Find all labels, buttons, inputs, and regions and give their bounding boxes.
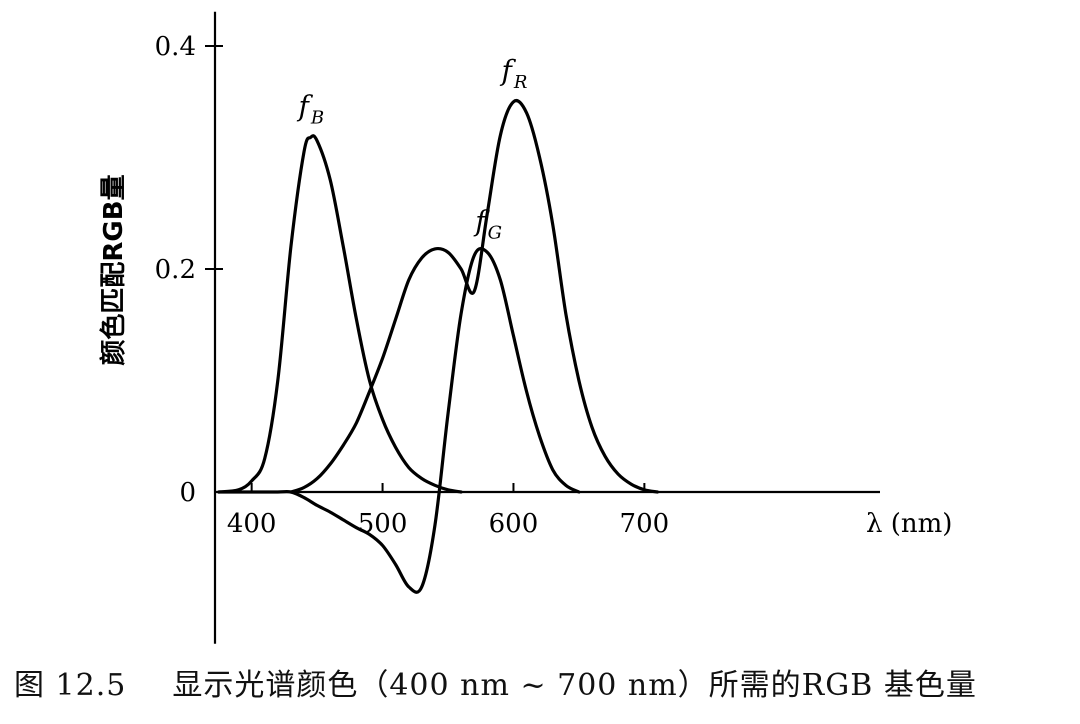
y-tick-label-1: 0.2 xyxy=(155,255,196,285)
x-tick-label-700: 700 xyxy=(620,509,670,539)
y-axis-title: 颜色匹配RGB量 xyxy=(98,174,129,365)
axes-layer xyxy=(205,11,880,644)
series-line-f-r xyxy=(289,99,660,494)
x-axis-title: λ (nm) xyxy=(866,509,952,539)
series-line-f-b xyxy=(217,134,463,494)
series-label-subscript: G xyxy=(488,222,502,243)
x-tick-label-500: 500 xyxy=(358,509,408,539)
series-label-subscript: B xyxy=(310,107,324,128)
y-tick-label-2: 0.4 xyxy=(155,32,196,62)
figure-caption-text: 显示光谱颜色（400 nm ~ 700 nm）所需的RGB 基色量 xyxy=(172,668,977,703)
x-tick-label-600: 600 xyxy=(489,509,539,539)
figure-caption: 图 12.5 显示光谱颜色（400 nm ~ 700 nm）所需的RGB 基色量 xyxy=(14,660,977,704)
series-line-f-g xyxy=(217,247,581,594)
y-tick-label-0: 0 xyxy=(179,478,196,508)
x-tick-label-400: 400 xyxy=(227,509,277,539)
figure-number: 图 12.5 xyxy=(14,668,127,703)
series-layer xyxy=(217,99,660,594)
series-label-subscript: R xyxy=(513,72,528,93)
